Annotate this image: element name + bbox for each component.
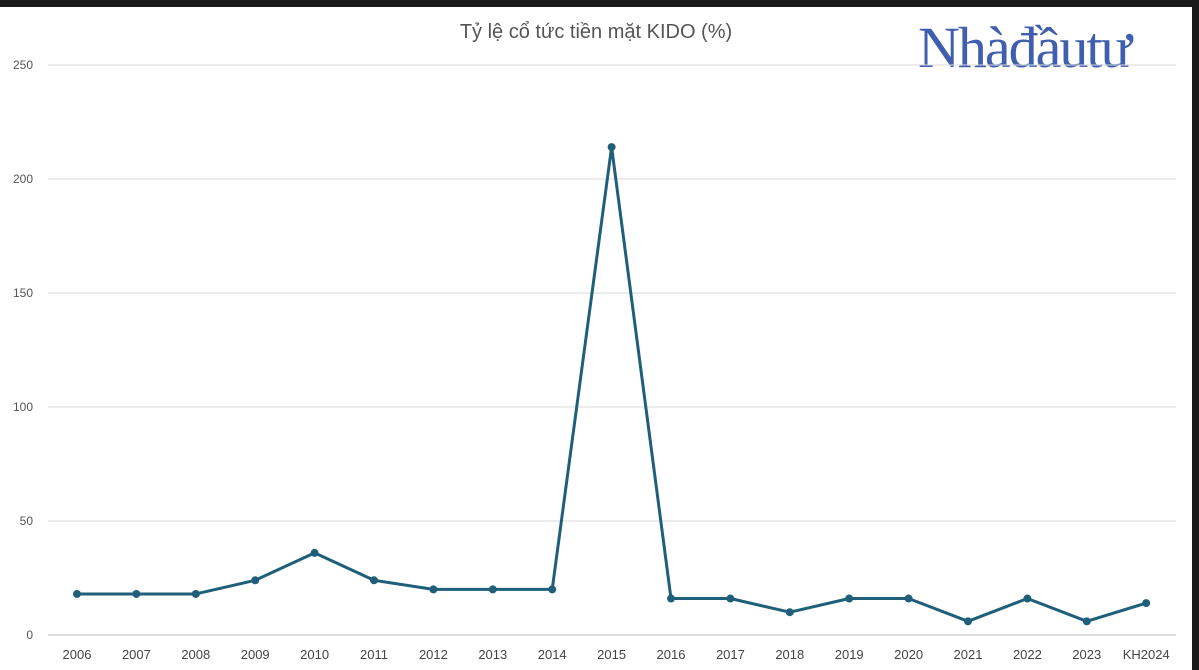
x-axis-ticks: 2006 2007 2008 2009 2010 2011 2012 2013 2014 2015… — [63, 647, 1170, 662]
x-tick-label: 2007 — [122, 647, 151, 662]
line-chart: 0 50 100 150 200 250 2006 2007 2008 2009 2010 2011… — [13, 58, 1176, 662]
data-point — [845, 594, 854, 603]
x-tick-label: 2008 — [181, 647, 210, 662]
series-layer — [73, 143, 1151, 626]
x-tick-label: 2019 — [835, 647, 864, 662]
y-tick-label: 100 — [13, 400, 33, 414]
data-point — [370, 576, 378, 585]
x-tick-label: 2021 — [954, 647, 983, 662]
chart-area: Tỷ lệ cổ tức tiền mặt KIDO (%) Nhàđầutư … — [0, 7, 1192, 670]
series-line — [75, 145, 1148, 623]
x-tick-label: KH2024 — [1123, 647, 1170, 662]
y-tick-label: 50 — [20, 514, 34, 528]
x-tick-label: 2023 — [1072, 647, 1101, 662]
brand-logo: Nhàđầutư — [918, 15, 1132, 80]
x-tick-label: 2018 — [775, 647, 804, 662]
x-tick-label: 2012 — [419, 647, 448, 662]
data-point — [964, 617, 972, 626]
data-point — [726, 594, 735, 603]
x-tick-label: 2022 — [1013, 647, 1042, 662]
data-point — [1082, 617, 1091, 626]
y-tick-label: 200 — [13, 172, 33, 186]
data-point — [785, 608, 794, 617]
y-axis-ticks: 0 50 100 150 200 250 — [13, 58, 33, 642]
y-tick-label: 150 — [13, 286, 33, 300]
data-point — [132, 589, 141, 598]
y-tick-label: 250 — [13, 58, 33, 72]
x-tick-label: 2013 — [478, 647, 507, 662]
x-tick-label: 2010 — [300, 647, 329, 662]
data-point — [1023, 594, 1032, 603]
data-point — [251, 576, 260, 585]
data-point — [607, 143, 616, 152]
data-point — [310, 548, 319, 557]
data-point — [73, 589, 81, 598]
gridlines — [48, 64, 1176, 636]
x-tick-label: 2009 — [241, 647, 270, 662]
x-tick-label: 2006 — [63, 647, 92, 662]
data-point — [191, 589, 200, 598]
window-edge — [1192, 0, 1199, 670]
x-tick-label: 2011 — [360, 647, 388, 662]
x-tick-label: 2020 — [894, 647, 923, 662]
data-point — [1142, 599, 1151, 608]
x-tick-label: 2016 — [657, 647, 686, 662]
data-point — [429, 585, 438, 594]
y-tick-label: 0 — [26, 628, 33, 642]
x-tick-label: 2017 — [716, 647, 745, 662]
data-point — [548, 585, 557, 594]
x-tick-label: 2014 — [538, 647, 567, 662]
chart-title: Tỷ lệ cổ tức tiền mặt KIDO (%) — [459, 21, 733, 43]
data-point — [488, 585, 497, 594]
x-tick-label: 2015 — [597, 647, 626, 662]
data-point — [667, 594, 675, 603]
data-point — [904, 594, 913, 603]
